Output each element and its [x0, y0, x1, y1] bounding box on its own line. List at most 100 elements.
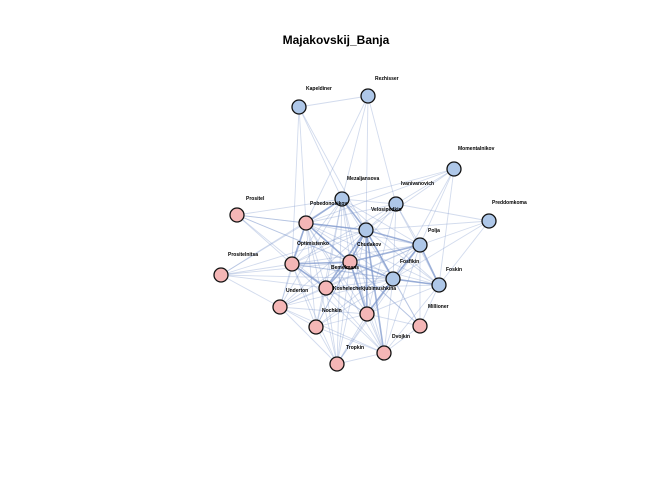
edge-polja-bemelmans — [349, 244, 421, 263]
node-label-mezaljansova: Mezaljansova — [347, 176, 379, 182]
node-label-prositel: Prositel — [246, 196, 265, 202]
edge-bemelmans-tropkin — [336, 261, 351, 365]
edge-prositelnitsa-velosipedkin — [220, 229, 367, 276]
edge-nochkin-tropkin — [336, 313, 368, 365]
edge-mezaljansova-bemelmans — [341, 198, 351, 263]
node-preddomkoma — [481, 213, 497, 229]
nodes-layer — [213, 88, 497, 372]
node-koshelechekjubimushkina — [318, 280, 334, 296]
edge-optimistenko-dvojkin — [291, 263, 385, 354]
edge-prositelnitsa-fosfikin — [220, 274, 394, 280]
edge-preddomkoma-velosipedkin — [365, 220, 490, 231]
edge-polja-koshelechekjubimushkina — [325, 244, 421, 289]
node-nochkin — [359, 306, 375, 322]
edge-mezaljansova-polja — [341, 198, 421, 246]
edge-mezaljansova2-dvojkin — [315, 326, 385, 354]
node-label-millioner: Millioner — [428, 304, 449, 310]
node-label-koshelechekjubimushkina: Koshelechekjubimushkina — [333, 286, 396, 292]
node-label-polja: Polja — [428, 228, 440, 234]
edge-polja-optimistenko — [291, 244, 421, 265]
node-label-optimistenko: Optimistenko — [297, 241, 329, 247]
edge-fosfikin-dvojkin — [383, 278, 394, 354]
edge-preddomkoma-ivanivanovich — [395, 203, 490, 222]
edge-prositel-mezaljansova — [236, 198, 343, 216]
edge-nochkin-foskin — [366, 284, 440, 315]
edge-koshelechekjubimushkina-nochkin — [325, 287, 368, 315]
edge-fosfikin-foskin — [392, 278, 440, 286]
edge-nochkin-mezaljansova2 — [315, 313, 368, 328]
edge-velosipedkin-nochkin — [365, 229, 368, 315]
edge-polja-tropkin — [336, 244, 421, 365]
node-underton — [272, 299, 288, 315]
edge-velosipedkin-underton — [279, 229, 367, 308]
edge-underton-tropkin — [279, 306, 338, 365]
edge-prositelnitsa-underton — [220, 274, 281, 308]
node-label-foskin: Foskin — [446, 267, 462, 273]
edge-fosfikin-mezaljansova2 — [315, 278, 394, 328]
edge-polja-underton — [279, 244, 421, 308]
node-prositelnitsa — [213, 267, 229, 283]
edge-bemelmans-mezaljansova2 — [315, 261, 351, 328]
edge-optimistenko-mezaljansova2 — [291, 263, 317, 328]
edge-rezhisser-kapeldiner — [298, 95, 369, 108]
edge-rezhisser-velosipedkin — [365, 95, 369, 231]
edge-pobedonosikov-mezaljansova2 — [305, 222, 317, 328]
node-label-ivanivanovich: Ivanivanovich — [401, 181, 434, 187]
node-kapeldiner — [291, 99, 307, 115]
edge-pobedonosikov-koshelechekjubimushkina — [305, 222, 327, 289]
edge-bemelmans-millioner — [349, 261, 421, 327]
edge-ivanivanovich-optimistenko — [291, 203, 397, 265]
node-ivanivanovich — [388, 196, 404, 212]
node-label-tropkin: Tropkin — [346, 345, 364, 351]
node-label-pobedonosikov: Pobedonosikov — [310, 201, 347, 207]
edge-velosipedkin-polja — [365, 229, 421, 246]
edge-rezhisser-pobedonosikov — [305, 95, 369, 224]
node-momentalnikov — [446, 161, 462, 177]
node-velosipedkin — [358, 222, 374, 238]
edge-prositelnitsa-pobedonosikov — [220, 222, 307, 276]
node-label-momentalnikov: Momentalnikov — [458, 146, 495, 152]
edge-kapeldiner-mezaljansova — [298, 106, 343, 200]
edge-momentalnikov-polja — [419, 168, 455, 246]
edge-mezaljansova-ivanivanovich — [341, 198, 397, 205]
edge-koshelechekjubimushkina-foskin — [325, 284, 440, 289]
edge-polja-mezaljansova2 — [315, 244, 421, 328]
edge-fosfikin-koshelechekjubimushkina — [325, 278, 394, 289]
node-label-bemelmans: Bemelmans — [331, 265, 359, 271]
node-prositel — [229, 207, 245, 223]
edge-koshelechekjubimushkina-tropkin — [325, 287, 338, 365]
node-label-prositelnitsa: Prositelnitsa — [228, 252, 258, 258]
node-mezaljansova — [334, 191, 350, 207]
node-label-velosipedkin: Velosipedkin — [371, 207, 402, 213]
edges-layer — [220, 95, 490, 365]
edge-momentalnikov-ivanivanovich — [395, 168, 455, 205]
labels-layer: Rezhisser Kapeldiner Momentalnikov Mezaljan… — [228, 76, 527, 351]
edge-prositelnitsa-bemelmans — [220, 261, 351, 276]
node-label-underton: Underton — [286, 288, 308, 294]
edge-fosfikin-millioner — [392, 278, 421, 327]
edge-bemelmans-nochkin — [349, 261, 368, 315]
edge-underton-nochkin — [279, 306, 368, 315]
edge-optimistenko-tropkin — [291, 263, 338, 365]
edge-rezhisser-ivanivanovich — [367, 95, 397, 205]
edge-underton-dvojkin — [279, 306, 385, 354]
edge-preddomkoma-foskin — [438, 220, 490, 286]
edge-ivanivanovich-pobedonosikov — [305, 203, 397, 224]
edge-pobedonosikov-velosipedkin — [305, 222, 367, 231]
edge-velosipedkin-mezaljansova2 — [315, 229, 367, 328]
edge-prositelnitsa-koshelechekjubimushkina — [220, 274, 327, 289]
edge-prositel-bemelmans — [236, 214, 351, 263]
edge-mezaljansova-underton — [279, 198, 343, 308]
edge-momentalnikov-fosfikin — [392, 168, 455, 280]
edge-ivanivanovich-polja — [395, 203, 421, 246]
node-bemelmans — [342, 254, 358, 270]
edge-pobedonosikov-dvojkin — [305, 222, 385, 354]
edge-kapeldiner-pobedonosikov — [298, 106, 307, 224]
edge-preddomkoma-polja — [419, 220, 490, 246]
edge-velosipedkin-foskin — [365, 229, 440, 286]
edge-pobedonosikov-millioner — [305, 222, 421, 327]
node-fosfikin — [385, 271, 401, 287]
node-tropkin — [329, 356, 345, 372]
edge-preddomkoma-fosfikin — [392, 220, 490, 280]
